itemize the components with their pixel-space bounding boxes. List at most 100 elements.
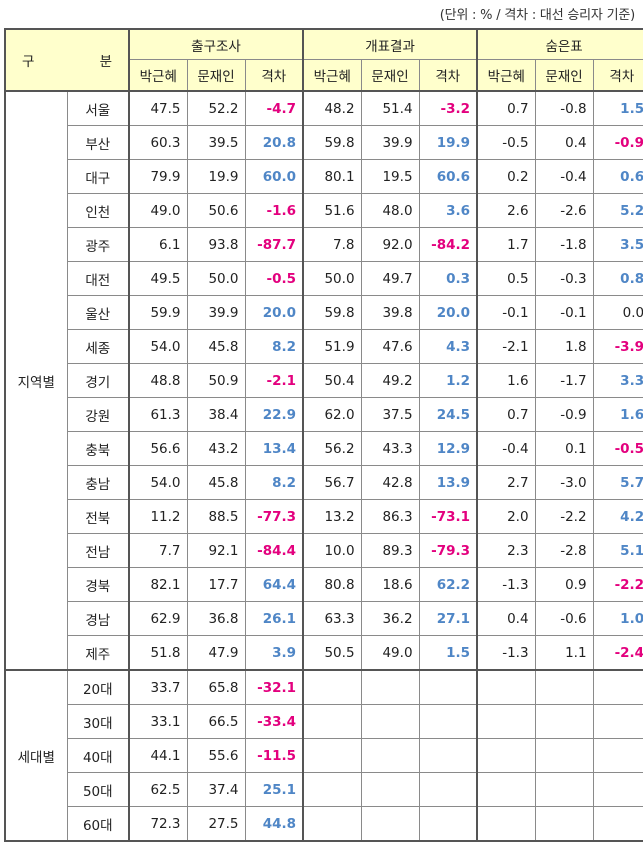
table-row: 충남 54.0 45.8 8.2 56.7 42.8 13.9 2.7 -3.0 5.7 [5,465,643,500]
cell-gap-value: 22.9 [244,397,304,432]
cell-gap-value: 19.9 [418,125,478,160]
cell-moon-value: -0.8 [534,90,594,126]
row-label: 20대 [66,669,130,705]
cell-moon-value: 52.2 [186,90,246,126]
header-group-count-result: 개표결과 [302,28,478,60]
cell-gap-value: 13.4 [244,431,304,466]
table-row: 전남 7.7 92.1 -84.4 10.0 89.3 -79.3 2.3 -2.8 5.1 [5,533,643,568]
cell-moon-value: 49.7 [360,261,420,296]
cell-park-value: 0.7 [476,90,536,126]
cell-park-value: 63.3 [302,601,362,636]
cell-park-value: 44.1 [128,738,188,773]
row-label: 60대 [66,806,130,842]
cell-moon-value [360,669,420,705]
cell-gap-value: 0.3 [418,261,478,296]
cell-park-value: 80.8 [302,567,362,602]
cell-park-value: 0.5 [476,261,536,296]
cell-park-value: 33.7 [128,669,188,705]
cell-gap-value: 26.1 [244,601,304,636]
cell-park-value: 2.0 [476,499,536,534]
cell-gap-value: 3.3 [592,363,643,398]
cell-gap-value [418,738,478,773]
row-label: 40대 [66,738,130,773]
cell-moon-value: 19.9 [186,159,246,194]
cell-moon-value [534,669,594,705]
cell-park-value: 54.0 [128,465,188,500]
table-row: 30대 33.1 66.5 -33.4 [5,704,643,739]
cell-moon-value [360,738,420,773]
cell-moon-value: 66.5 [186,704,246,739]
cell-moon-value: 86.3 [360,499,420,534]
row-label: 강원 [66,397,130,432]
cell-moon-value: 47.6 [360,329,420,364]
cell-moon-value: -1.7 [534,363,594,398]
cell-gap-value [418,704,478,739]
cell-gap-value [592,738,643,773]
row-label: 50대 [66,772,130,807]
cell-moon-value: 92.1 [186,533,246,568]
row-label: 대구 [66,159,130,194]
row-label: 인천 [66,193,130,228]
table-row: 50대 62.5 37.4 25.1 [5,772,643,807]
cell-moon-value: -0.1 [534,295,594,330]
cell-park-value: 10.0 [302,533,362,568]
cell-gap-value: 0.6 [592,159,643,194]
table-row: 대구 79.9 19.9 60.0 80.1 19.5 60.6 0.2 -0.4 0.6 [5,159,643,194]
cell-moon-value: -2.8 [534,533,594,568]
cell-park-value: -1.3 [476,635,536,671]
cell-moon-value: 18.6 [360,567,420,602]
cell-gap-value: 4.2 [592,499,643,534]
cell-park-value: 2.7 [476,465,536,500]
cell-moon-value [534,772,594,807]
row-label: 제주 [66,635,130,671]
cell-moon-value: 39.8 [360,295,420,330]
cell-park-value: 1.7 [476,227,536,262]
row-label: 충남 [66,465,130,500]
cell-park-value: 7.7 [128,533,188,568]
cell-park-value: 56.7 [302,465,362,500]
cell-moon-value: 39.9 [360,125,420,160]
table-row: 세대별 20대 33.7 65.8 -32.1 [4,669,643,842]
cell-gap-value: 3.5 [592,227,643,262]
cell-gap-value: 3.9 [244,635,304,671]
cell-gap-value: 20.0 [418,295,478,330]
cell-gap-value: 60.0 [244,159,304,194]
cell-gap-value: 24.5 [418,397,478,432]
row-label: 울산 [66,295,130,330]
cell-moon-value [534,738,594,773]
cell-moon-value: 50.9 [186,363,246,398]
cell-park-value: 0.4 [476,601,536,636]
table-body: 지역별 서울 47.5 52.2 -4.7 48.2 51.4 -3.2 0.7 -0.8 1.5 부… [4,90,643,842]
cell-moon-value: 0.9 [534,567,594,602]
cell-moon-value: 39.9 [186,295,246,330]
cell-moon-value: 27.5 [186,806,246,842]
cell-gap-value: 27.1 [418,601,478,636]
cell-gap-value: -33.4 [244,704,304,739]
cell-park-value [302,669,362,705]
row-label: 전북 [66,499,130,534]
cell-park-value: 72.3 [128,806,188,842]
cell-gap-value [592,669,643,705]
cell-gap-value: 3.6 [418,193,478,228]
cell-gap-value: 64.4 [244,567,304,602]
cell-gap-value: -3.9 [592,329,643,364]
cell-park-value: 50.4 [302,363,362,398]
cell-moon-value: 50.0 [186,261,246,296]
cell-park-value: 59.8 [302,295,362,330]
table-row: 경기 48.8 50.9 -2.1 50.4 49.2 1.2 1.6 -1.7 3.3 [5,363,643,398]
cell-moon-value: -2.2 [534,499,594,534]
section-label: 세대별 [4,669,68,842]
cell-moon-value [534,704,594,739]
cell-park-value: 7.8 [302,227,362,262]
header-group-hidden-vote: 숨은표 [476,28,643,60]
cell-gap-value: 1.2 [418,363,478,398]
table-row: 세종 54.0 45.8 8.2 51.9 47.6 4.3 -2.1 1.8 -3.9 [5,329,643,364]
table-row: 강원 61.3 38.4 22.9 62.0 37.5 24.5 0.7 -0.9 1.6 [5,397,643,432]
cell-moon-value: 43.2 [186,431,246,466]
cell-gap-value: 1.5 [418,635,478,671]
table-row: 40대 44.1 55.6 -11.5 [5,738,643,773]
cell-park-value: 59.8 [302,125,362,160]
cell-park-value: 60.3 [128,125,188,160]
cell-park-value: 49.5 [128,261,188,296]
table-row: 부산 60.3 39.5 20.8 59.8 39.9 19.9 -0.5 0.4 -0.9 [5,125,643,160]
